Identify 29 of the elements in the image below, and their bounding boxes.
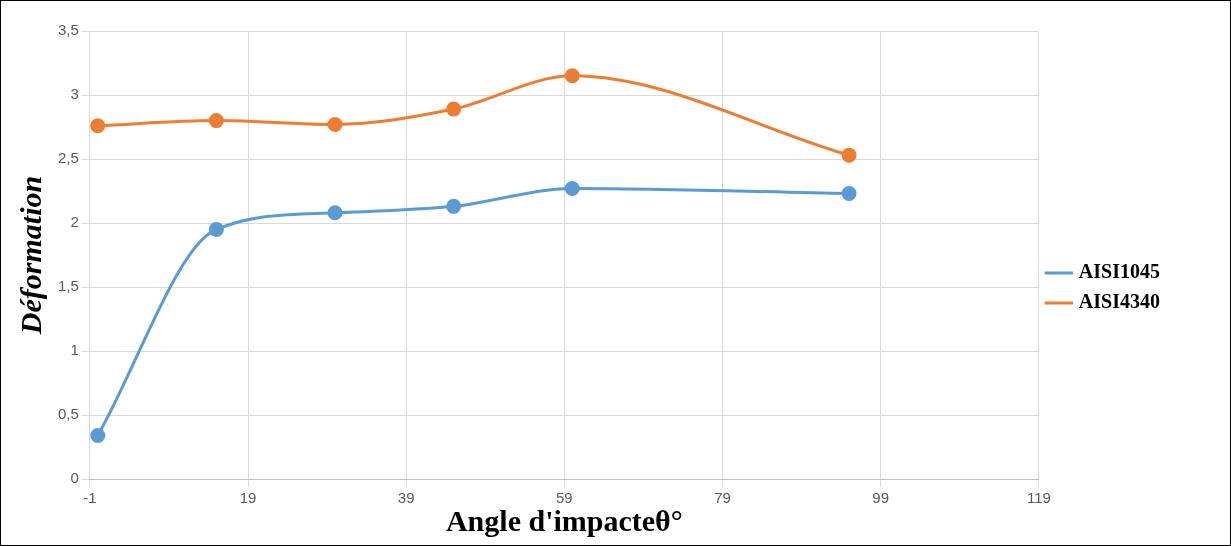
y-tick-label: 3 bbox=[70, 85, 79, 103]
x-tick-label: -1 bbox=[83, 489, 97, 507]
point bbox=[564, 180, 580, 196]
x-tick-label: 39 bbox=[397, 489, 415, 507]
x-tick-label: 119 bbox=[1026, 489, 1051, 507]
point bbox=[208, 113, 224, 129]
point bbox=[208, 221, 224, 237]
y-tick-label: 0,5 bbox=[57, 405, 79, 423]
legend-label: AISI1045 bbox=[1078, 260, 1161, 283]
y-tick-label: 2,5 bbox=[57, 149, 79, 167]
y-tick-label: 1,5 bbox=[57, 277, 79, 295]
point bbox=[446, 101, 462, 117]
point bbox=[446, 198, 462, 214]
point bbox=[327, 116, 343, 132]
x-tick-label: 99 bbox=[872, 489, 890, 507]
point bbox=[564, 68, 580, 84]
y-tick-label: 1 bbox=[70, 341, 79, 359]
y-tick-label: 2 bbox=[70, 213, 79, 231]
y-tick-label: 0 bbox=[70, 469, 79, 487]
x-tick-label: 19 bbox=[239, 489, 257, 507]
y-tick-label: 3,5 bbox=[57, 21, 79, 39]
point bbox=[90, 427, 106, 443]
point bbox=[841, 186, 857, 202]
y-axis-title: Déformation bbox=[13, 175, 47, 336]
point bbox=[327, 205, 343, 221]
legend-label: AISI4340 bbox=[1078, 290, 1161, 313]
point bbox=[90, 118, 106, 134]
point bbox=[841, 147, 857, 163]
x-tick-label: 79 bbox=[714, 489, 731, 507]
